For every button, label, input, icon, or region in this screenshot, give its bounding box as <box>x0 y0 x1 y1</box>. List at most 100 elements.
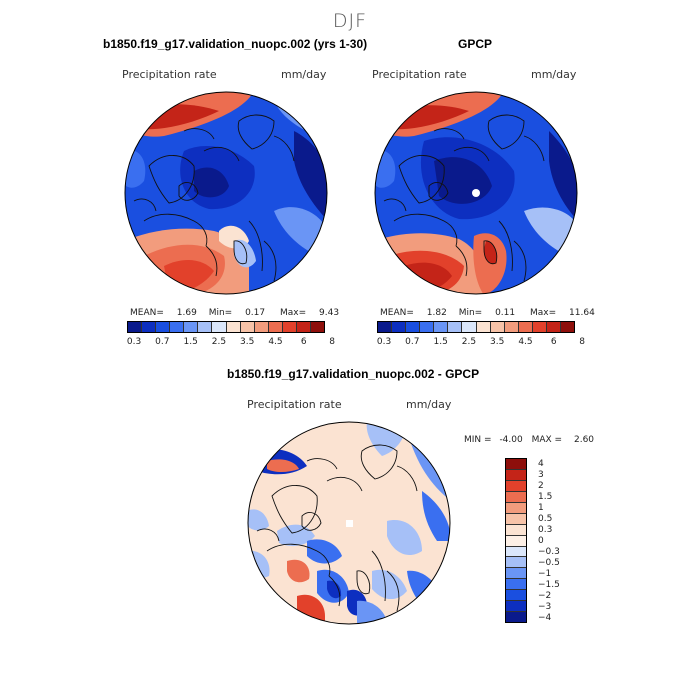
colorbar-tick-label: 2 <box>538 480 544 491</box>
colorbar-swatch <box>506 612 526 623</box>
colorbar-tick-label: −0.5 <box>538 557 560 568</box>
colorbar-swatch <box>561 322 575 332</box>
colorbar-swatch <box>504 322 519 332</box>
model-polar-map <box>124 91 328 295</box>
colorbar-tick-label: 4.5 <box>268 337 283 347</box>
obs-min-value: 0.11 <box>495 308 516 318</box>
obs-colorbar <box>377 321 575 333</box>
colorbar-swatch <box>212 322 227 332</box>
colorbar-tick-label: 8 <box>329 337 335 347</box>
model-min-label: Min= <box>208 308 233 318</box>
colorbar-swatch <box>282 322 297 332</box>
colorbar-tick-label: −3 <box>538 601 552 612</box>
colorbar-tick-label: 1.5 <box>183 337 198 347</box>
obs-panel-title: GPCP <box>458 37 493 51</box>
colorbar-tick-label: 4.5 <box>518 337 533 347</box>
obs-mean-label: MEAN= <box>380 308 414 318</box>
model-mean-value: 1.69 <box>176 308 197 318</box>
colorbar-swatch <box>420 322 435 332</box>
colorbar-swatch <box>506 513 526 525</box>
colorbar-tick-label: −1.5 <box>538 579 560 590</box>
colorbar-swatch <box>240 322 255 332</box>
colorbar-swatch <box>490 322 505 332</box>
colorbar-tick-label: −4 <box>538 612 552 623</box>
colorbar-tick-label: 2.5 <box>211 337 227 347</box>
colorbar-tick-label: 0.3 <box>126 337 142 347</box>
colorbar-swatch <box>546 322 562 332</box>
colorbar-tick-label: 6 <box>300 337 307 347</box>
colorbar-tick-label: 8 <box>579 337 585 347</box>
obs-max-label: Max= <box>530 308 557 318</box>
colorbar-tick-label: −0.3 <box>538 546 560 557</box>
model-max-label: Max= <box>280 308 307 318</box>
colorbar-swatch <box>506 579 526 591</box>
obs-mean-value: 1.82 <box>426 308 447 318</box>
model-stats: MEAN= 1.69 Min= 0.17 Max= 9.43 <box>130 308 339 318</box>
colorbar-swatch <box>226 322 241 332</box>
colorbar-swatch <box>268 322 283 332</box>
diff-max-label: MAX = <box>531 435 563 445</box>
colorbar-swatch <box>184 322 199 332</box>
diff-colorbar-ticks: 4 3 2 1.5 1 0.5 0.3 0 −0.3 −0.5 −1 −1.5 −2 −3 −4 <box>538 458 578 623</box>
colorbar-swatch <box>506 491 526 503</box>
obs-variable-label: Precipitation rate <box>372 68 467 81</box>
obs-max-value: 11.64 <box>569 308 595 318</box>
colorbar-swatch <box>506 557 526 569</box>
model-mean-label: MEAN= <box>130 308 164 318</box>
obs-colorbar-ticks: 0.3 0.7 1.5 2.5 3.5 4.5 6 8 <box>376 337 585 349</box>
colorbar-swatch <box>448 322 463 332</box>
colorbar-tick-label: −1 <box>538 568 552 579</box>
model-units-label: mm/day <box>281 68 327 81</box>
colorbar-swatch <box>156 322 171 332</box>
colorbar-tick-label: 0.7 <box>405 337 420 347</box>
colorbar-swatch <box>506 459 526 470</box>
colorbar-tick-label: 1.5 <box>538 491 553 502</box>
model-variable-label: Precipitation rate <box>122 68 217 81</box>
obs-units-label: mm/day <box>531 68 577 81</box>
colorbar-swatch <box>506 480 526 492</box>
colorbar-swatch <box>506 590 526 602</box>
diff-panel-title: b1850.f19_g17.validation_nuopc.002 - GPC… <box>227 367 480 381</box>
colorbar-swatch <box>254 322 269 332</box>
colorbar-swatch <box>462 322 477 332</box>
model-colorbar-ticks: 0.3 0.7 1.5 2.5 3.5 4.5 6 8 <box>126 337 335 349</box>
colorbar-tick-label: 3.5 <box>240 337 255 347</box>
colorbar-tick-label: 1 <box>538 502 544 513</box>
colorbar-swatch <box>506 524 526 536</box>
colorbar-swatch <box>170 322 185 332</box>
colorbar-tick-label: 0.5 <box>538 513 553 524</box>
colorbar-swatch <box>128 322 143 332</box>
diff-min-label: MIN = <box>464 435 492 445</box>
colorbar-swatch <box>311 322 325 332</box>
colorbar-tick-label: 0.3 <box>376 337 392 347</box>
colorbar-tick-label: 0 <box>538 535 544 546</box>
colorbar-swatch <box>142 322 157 332</box>
colorbar-tick-label: 4 <box>538 458 544 469</box>
model-colorbar <box>127 321 325 333</box>
colorbar-swatch <box>378 322 393 332</box>
diff-units-label: mm/day <box>406 398 452 411</box>
colorbar-swatch <box>434 322 449 332</box>
colorbar-swatch <box>198 322 213 332</box>
colorbar-tick-label: 3 <box>538 469 544 480</box>
colorbar-tick-label: −2 <box>538 590 552 601</box>
diff-max-value: 2.60 <box>573 435 595 445</box>
obs-stats: MEAN= 1.82 Min= 0.11 Max= 11.64 <box>380 308 595 318</box>
colorbar-swatch <box>506 502 526 514</box>
colorbar-swatch <box>518 322 533 332</box>
colorbar-swatch <box>506 546 526 558</box>
colorbar-swatch <box>406 322 421 332</box>
model-panel-title: b1850.f19_g17.validation_nuopc.002 (yrs … <box>103 37 368 51</box>
colorbar-tick-label: 0.7 <box>155 337 170 347</box>
colorbar-swatch <box>506 568 526 580</box>
colorbar-swatch <box>506 469 526 481</box>
season-title: DJF <box>332 10 368 32</box>
colorbar-swatch <box>476 322 491 332</box>
colorbar-tick-label: 0.3 <box>538 524 553 535</box>
colorbar-swatch <box>506 535 526 547</box>
colorbar-tick-label: 6 <box>550 337 557 347</box>
diff-stats: MIN = -4.00 MAX = 2.60 <box>464 435 594 445</box>
diff-variable-label: Precipitation rate <box>247 398 342 411</box>
colorbar-swatch <box>506 601 526 613</box>
model-min-value: 0.17 <box>245 308 266 318</box>
